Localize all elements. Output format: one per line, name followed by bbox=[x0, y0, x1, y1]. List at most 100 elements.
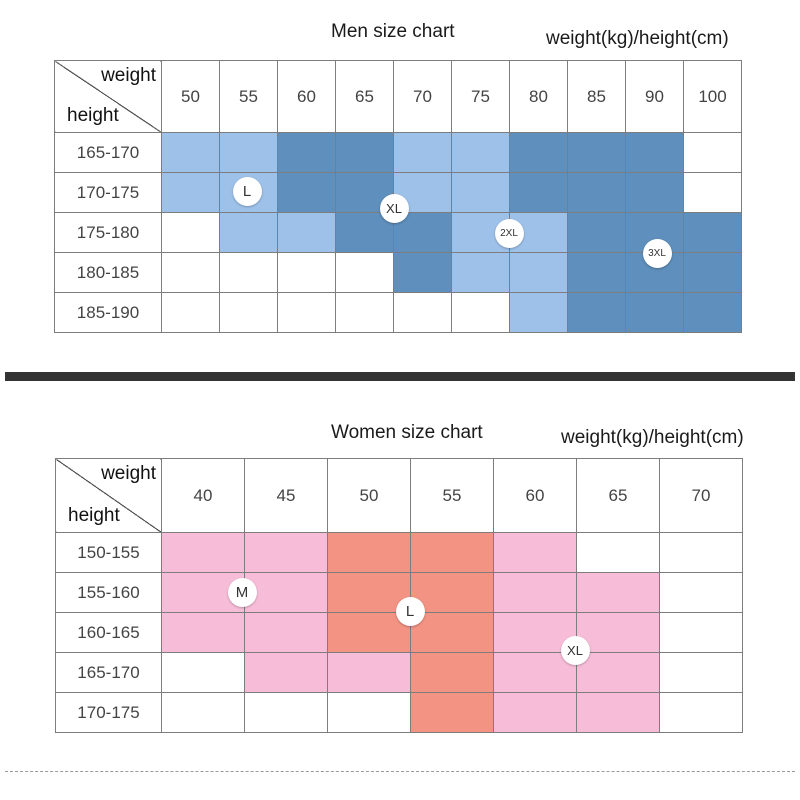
women-table-row: 150-155 bbox=[55, 532, 743, 573]
men-table-row: 180-185 bbox=[54, 252, 742, 293]
bottom-dashed-rule bbox=[5, 771, 795, 772]
women-chart-title: Women size chart bbox=[331, 422, 483, 443]
women-size-cell bbox=[410, 612, 494, 653]
women-size-cell bbox=[327, 532, 411, 573]
women-weight-header: 70 bbox=[659, 458, 743, 533]
men-size-cell bbox=[161, 132, 220, 173]
men-size-cell bbox=[451, 172, 510, 213]
men-size-cell bbox=[567, 212, 626, 253]
women-table-row: 165-170 bbox=[55, 652, 743, 693]
men-size-cell bbox=[567, 252, 626, 293]
women-weight-header: 40 bbox=[161, 458, 245, 533]
women-size-cell bbox=[410, 692, 494, 733]
women-corner-height-label: height bbox=[68, 505, 120, 526]
men-size-cell bbox=[393, 292, 452, 333]
women-size-cell bbox=[659, 572, 743, 613]
men-units-label: weight(kg)/height(cm) bbox=[546, 28, 729, 49]
women-size-cell bbox=[659, 692, 743, 733]
men-height-range: 165-170 bbox=[54, 132, 162, 173]
women-size-cell bbox=[493, 532, 577, 573]
men-size-cell bbox=[393, 132, 452, 173]
men-size-cell bbox=[683, 292, 742, 333]
women-weight-header: 50 bbox=[327, 458, 411, 533]
men-height-range: 170-175 bbox=[54, 172, 162, 213]
women-size-cell bbox=[410, 532, 494, 573]
men-size-badge-3xl: 3XL bbox=[642, 238, 672, 268]
men-size-cell bbox=[683, 212, 742, 253]
men-size-cell bbox=[219, 212, 278, 253]
women-size-cell bbox=[244, 692, 328, 733]
men-size-cell bbox=[625, 172, 684, 213]
women-size-cell bbox=[327, 652, 411, 693]
women-size-cell bbox=[161, 532, 245, 573]
women-corner-weight-label: weight bbox=[101, 463, 156, 484]
men-height-range: 180-185 bbox=[54, 252, 162, 293]
men-size-cell bbox=[161, 252, 220, 293]
men-size-cell bbox=[335, 252, 394, 293]
men-weight-header: 80 bbox=[509, 60, 568, 133]
women-size-cell bbox=[244, 612, 328, 653]
women-weight-header: 65 bbox=[576, 458, 660, 533]
women-size-badge-l: L bbox=[395, 596, 425, 626]
men-size-cell bbox=[625, 132, 684, 173]
men-weight-header: 85 bbox=[567, 60, 626, 133]
men-size-cell bbox=[277, 252, 336, 293]
women-size-cell bbox=[576, 692, 660, 733]
men-size-cell bbox=[335, 292, 394, 333]
men-size-badge-2xl: 2XL bbox=[494, 218, 524, 248]
women-size-cell bbox=[244, 652, 328, 693]
women-height-range: 165-170 bbox=[55, 652, 162, 693]
men-size-cell bbox=[451, 252, 510, 293]
women-size-cell bbox=[161, 652, 245, 693]
men-size-cell bbox=[625, 292, 684, 333]
men-height-range: 185-190 bbox=[54, 292, 162, 333]
men-weight-header: 90 bbox=[625, 60, 684, 133]
men-size-cell bbox=[161, 212, 220, 253]
men-size-cell bbox=[683, 132, 742, 173]
men-weight-header: 75 bbox=[451, 60, 510, 133]
women-height-range: 150-155 bbox=[55, 532, 162, 573]
men-size-cell bbox=[451, 132, 510, 173]
women-weight-header: 55 bbox=[410, 458, 494, 533]
men-size-cell bbox=[219, 132, 278, 173]
women-size-table: weight height 40 45 50 55 60 65 70 150-1… bbox=[55, 458, 743, 733]
men-size-cell bbox=[567, 132, 626, 173]
women-size-cell bbox=[576, 652, 660, 693]
men-size-cell bbox=[567, 292, 626, 333]
men-size-cell bbox=[161, 292, 220, 333]
women-size-cell bbox=[659, 652, 743, 693]
women-size-cell bbox=[244, 532, 328, 573]
men-size-cell bbox=[509, 172, 568, 213]
men-size-cell bbox=[393, 252, 452, 293]
men-corner-height-label: height bbox=[67, 105, 119, 126]
men-size-cell bbox=[683, 172, 742, 213]
men-size-cell bbox=[219, 252, 278, 293]
women-size-cell bbox=[161, 692, 245, 733]
women-table-row: 170-175 bbox=[55, 692, 743, 733]
women-size-cell bbox=[493, 692, 577, 733]
men-size-cell bbox=[219, 292, 278, 333]
men-weight-header: 70 bbox=[393, 60, 452, 133]
women-units-label: weight(kg)/height(cm) bbox=[561, 427, 744, 448]
women-weight-header: 60 bbox=[493, 458, 577, 533]
men-weight-header: 55 bbox=[219, 60, 278, 133]
women-size-cell bbox=[161, 612, 245, 653]
men-size-cell bbox=[509, 132, 568, 173]
women-size-cell bbox=[659, 612, 743, 653]
women-corner-header: weight height bbox=[55, 458, 162, 533]
women-size-badge-m: M bbox=[227, 577, 257, 607]
men-size-cell bbox=[451, 292, 510, 333]
men-size-cell bbox=[567, 172, 626, 213]
men-size-cell bbox=[509, 292, 568, 333]
men-size-badge-xl: XL bbox=[379, 193, 409, 223]
women-table-row: 160-165 bbox=[55, 612, 743, 653]
women-size-cell bbox=[327, 692, 411, 733]
women-weight-header: 45 bbox=[244, 458, 328, 533]
men-size-badge-l: L bbox=[232, 176, 262, 206]
men-size-cell bbox=[509, 252, 568, 293]
women-size-cell bbox=[576, 612, 660, 653]
men-corner-weight-label: weight bbox=[101, 65, 156, 86]
men-weight-header: 60 bbox=[277, 60, 336, 133]
women-size-cell bbox=[576, 572, 660, 613]
women-size-cell bbox=[659, 532, 743, 573]
